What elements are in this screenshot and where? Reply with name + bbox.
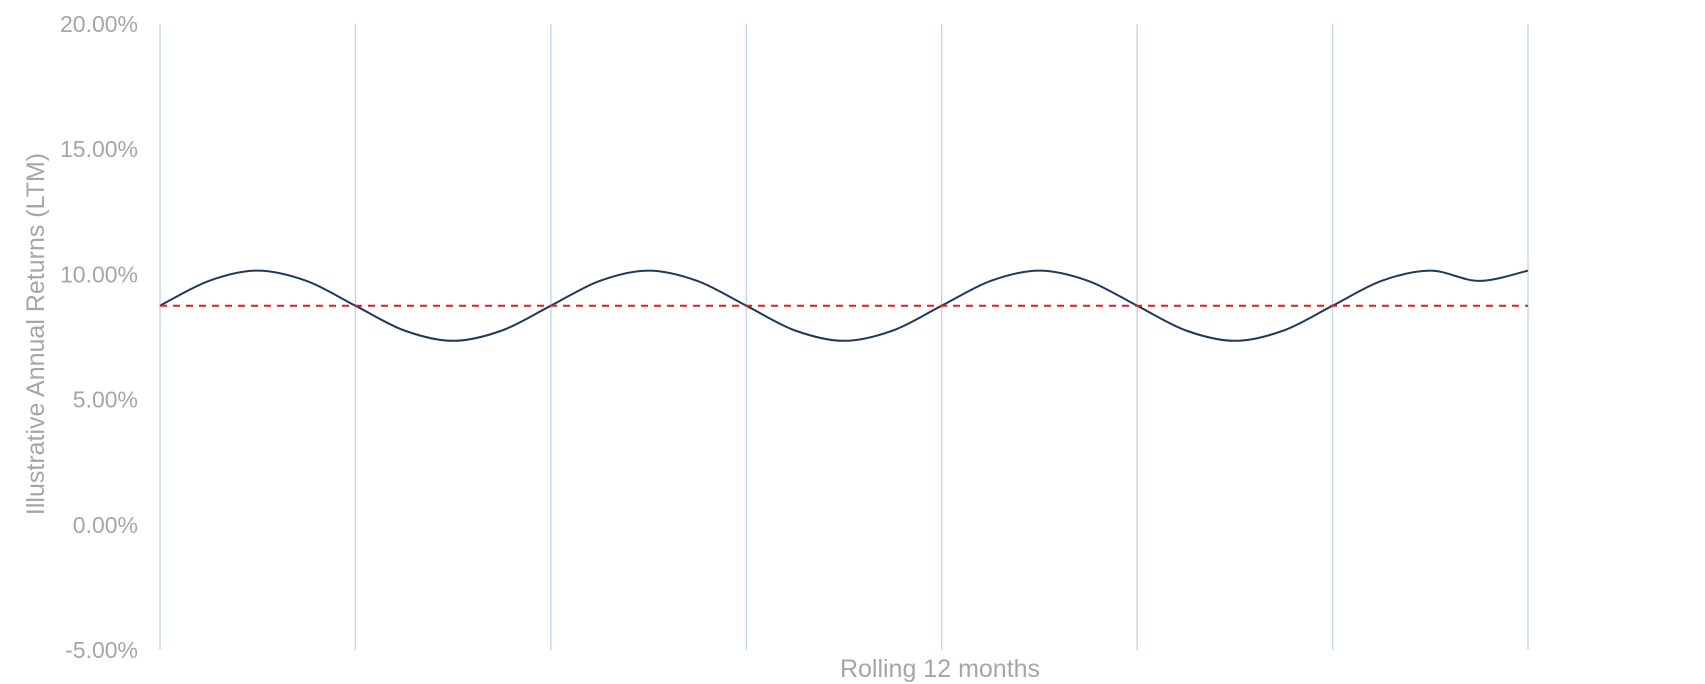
y-tick-label: -5.00%	[65, 637, 138, 663]
y-tick-label: 15.00%	[60, 136, 138, 162]
y-tick-label: 0.00%	[73, 512, 138, 538]
y-tick-label: 20.00%	[60, 11, 138, 37]
y-axis-title: Illustrative Annual Returns (LTM)	[22, 153, 50, 515]
y-tick-label: 5.00%	[73, 387, 138, 413]
y-axis-ticks: 20.00% 15.00% 10.00% 5.00% 0.00% -5.00%	[60, 11, 138, 663]
series-group	[159, 269, 1529, 342]
gridlines	[159, 24, 1529, 650]
y-tick-label: 10.00%	[60, 261, 138, 287]
returns-line	[159, 269, 1529, 342]
x-axis-title: Rolling 12 months	[840, 655, 1040, 683]
